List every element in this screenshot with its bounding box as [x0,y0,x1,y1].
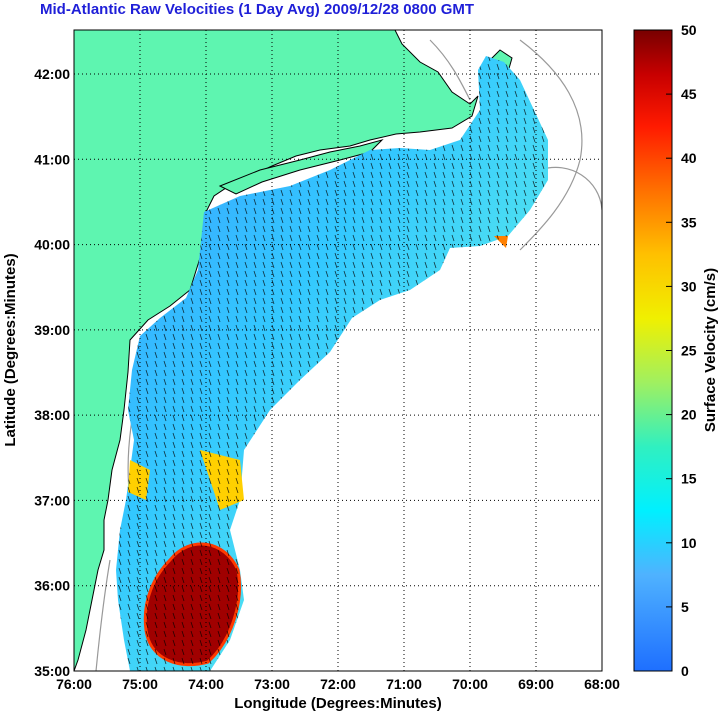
y-tick-label: 37:00 [34,492,70,508]
y-tick-label: 35:00 [34,663,70,679]
long-island [218,139,384,195]
land-mass [74,30,479,671]
colorbar-tick-label: 30 [681,278,697,294]
y-tick-label: 38:00 [34,407,70,423]
x-tick-label: 76:00 [56,676,92,692]
x-tick-label: 72:00 [320,676,356,692]
x-axis-label: Longitude (Degrees:Minutes) [234,695,442,712]
x-tick-label: 73:00 [254,676,290,692]
x-tick-label: 71:00 [386,676,422,692]
colorbar-tick-label: 50 [681,22,697,38]
colorbar-tick-label: 0 [681,663,689,679]
y-axis-label: Latitude (Degrees:Minutes) [2,253,19,446]
colorbar-tick-label: 40 [681,150,697,166]
y-tick-label: 42:00 [34,66,70,82]
map-title: Mid-Atlantic Raw Velocities (1 Day Avg) … [40,1,475,18]
colorbar-tick-label: 35 [681,214,697,230]
colorbar-tick-label: 45 [681,86,697,102]
colorbar [633,29,673,672]
colorbar-tick-label: 10 [681,535,697,551]
x-tick-label: 69:00 [518,676,554,692]
y-tick-label: 39:00 [34,322,70,338]
grid-lines [74,30,602,671]
colorbar-tick-label: 20 [681,407,697,423]
velocity-arrows [116,56,548,671]
plot-frame [73,29,603,672]
x-tick-labels: 76:00 75:00 74:00 73:00 72:00 71:00 70:00 69:00… [56,676,620,692]
y-tick-label: 41:00 [34,151,70,167]
colorbar-tick-label: 5 [681,599,689,615]
x-tick-label: 70:00 [452,676,488,692]
y-tick-label: 36:00 [34,578,70,594]
colorbar-tick-label: 15 [681,471,697,487]
y-tick-label: 40:00 [34,237,70,253]
colorbar-label: Surface Velocity (cm/s) [702,268,719,432]
x-tick-label: 75:00 [122,676,158,692]
y-tick-labels: 42:00 41:00 40:00 39:00 38:00 37:00 36:00 35:00 [34,66,70,679]
x-tick-label: 74:00 [188,676,224,692]
colorbar-tick-label: 25 [681,343,697,359]
x-tick-label: 68:00 [584,676,620,692]
